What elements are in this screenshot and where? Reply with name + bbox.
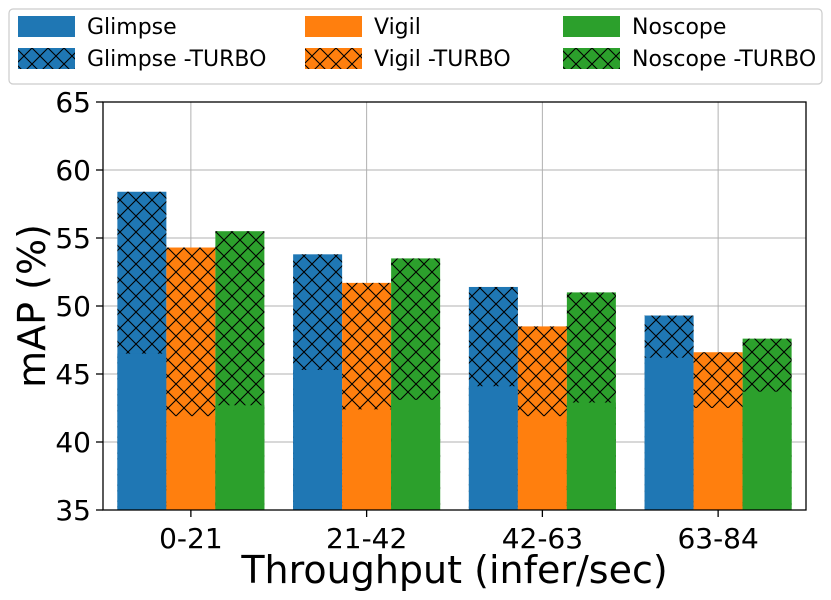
- y-tick-label: 65: [55, 86, 91, 119]
- y-tick-label: 55: [55, 222, 91, 255]
- legend-label-glimpse: Glimpse: [87, 15, 177, 40]
- bar-glimpse-42-63: [468, 386, 518, 510]
- bar-vigil-0-21: [166, 416, 216, 510]
- bar-vigil-42-63: [517, 416, 567, 510]
- legend-label-glimpse-turbo: Glimpse -TURBO: [87, 47, 266, 72]
- y-tick-label: 35: [55, 494, 91, 527]
- bar-glimpse-63-84: [644, 357, 694, 510]
- bar-noscope-0-21: [215, 405, 265, 510]
- x-tick-label: 0-21: [159, 522, 223, 555]
- bar-noscope-42-63: [566, 402, 616, 510]
- x-axis: 0-21 21-42 42-63 63-84: [159, 510, 759, 555]
- y-tick-label: 40: [55, 426, 91, 459]
- bars: [117, 191, 792, 510]
- bar-vigil-21-42: [342, 409, 392, 510]
- legend-swatch-noscope: [563, 16, 620, 37]
- legend: Glimpse Glimpse -TURBO Vigil Vigil -TURBO No…: [8, 8, 823, 85]
- legend-label-noscope-turbo: Noscope -TURBO: [632, 47, 816, 72]
- bar-vigil-63-84: [693, 408, 743, 510]
- x-tick-label: 63-84: [677, 522, 758, 555]
- y-tick-label: 45: [55, 358, 91, 391]
- legend-label-vigil-turbo: Vigil -TURBO: [374, 47, 511, 72]
- bar-noscope-63-84: [742, 391, 792, 510]
- bar-glimpse-0-21: [117, 353, 167, 510]
- legend-swatch-glimpse: [18, 16, 75, 37]
- y-tick-label: 60: [55, 154, 91, 187]
- legend-label-vigil: Vigil: [374, 15, 421, 40]
- y-axis-title: mAP (%): [10, 224, 54, 388]
- legend-swatch-hatch-noscope-turbo: [563, 48, 620, 69]
- legend-swatch-hatch-vigil-turbo: [305, 48, 362, 69]
- legend-swatch-vigil: [305, 16, 362, 37]
- legend-label-noscope: Noscope: [632, 15, 726, 40]
- y-tick-label: 50: [55, 290, 91, 323]
- legend-swatch-hatch-glimpse-turbo: [18, 48, 75, 69]
- y-axis: 35 40 45 50 55 60 65: [55, 86, 103, 527]
- x-tick-label: 42-63: [502, 522, 583, 555]
- bar-noscope-21-42: [391, 399, 441, 510]
- bar-glimpse-21-42: [293, 369, 343, 510]
- x-tick-label: 21-42: [326, 522, 407, 555]
- x-axis-title: Throughput (infer/sec): [240, 548, 667, 592]
